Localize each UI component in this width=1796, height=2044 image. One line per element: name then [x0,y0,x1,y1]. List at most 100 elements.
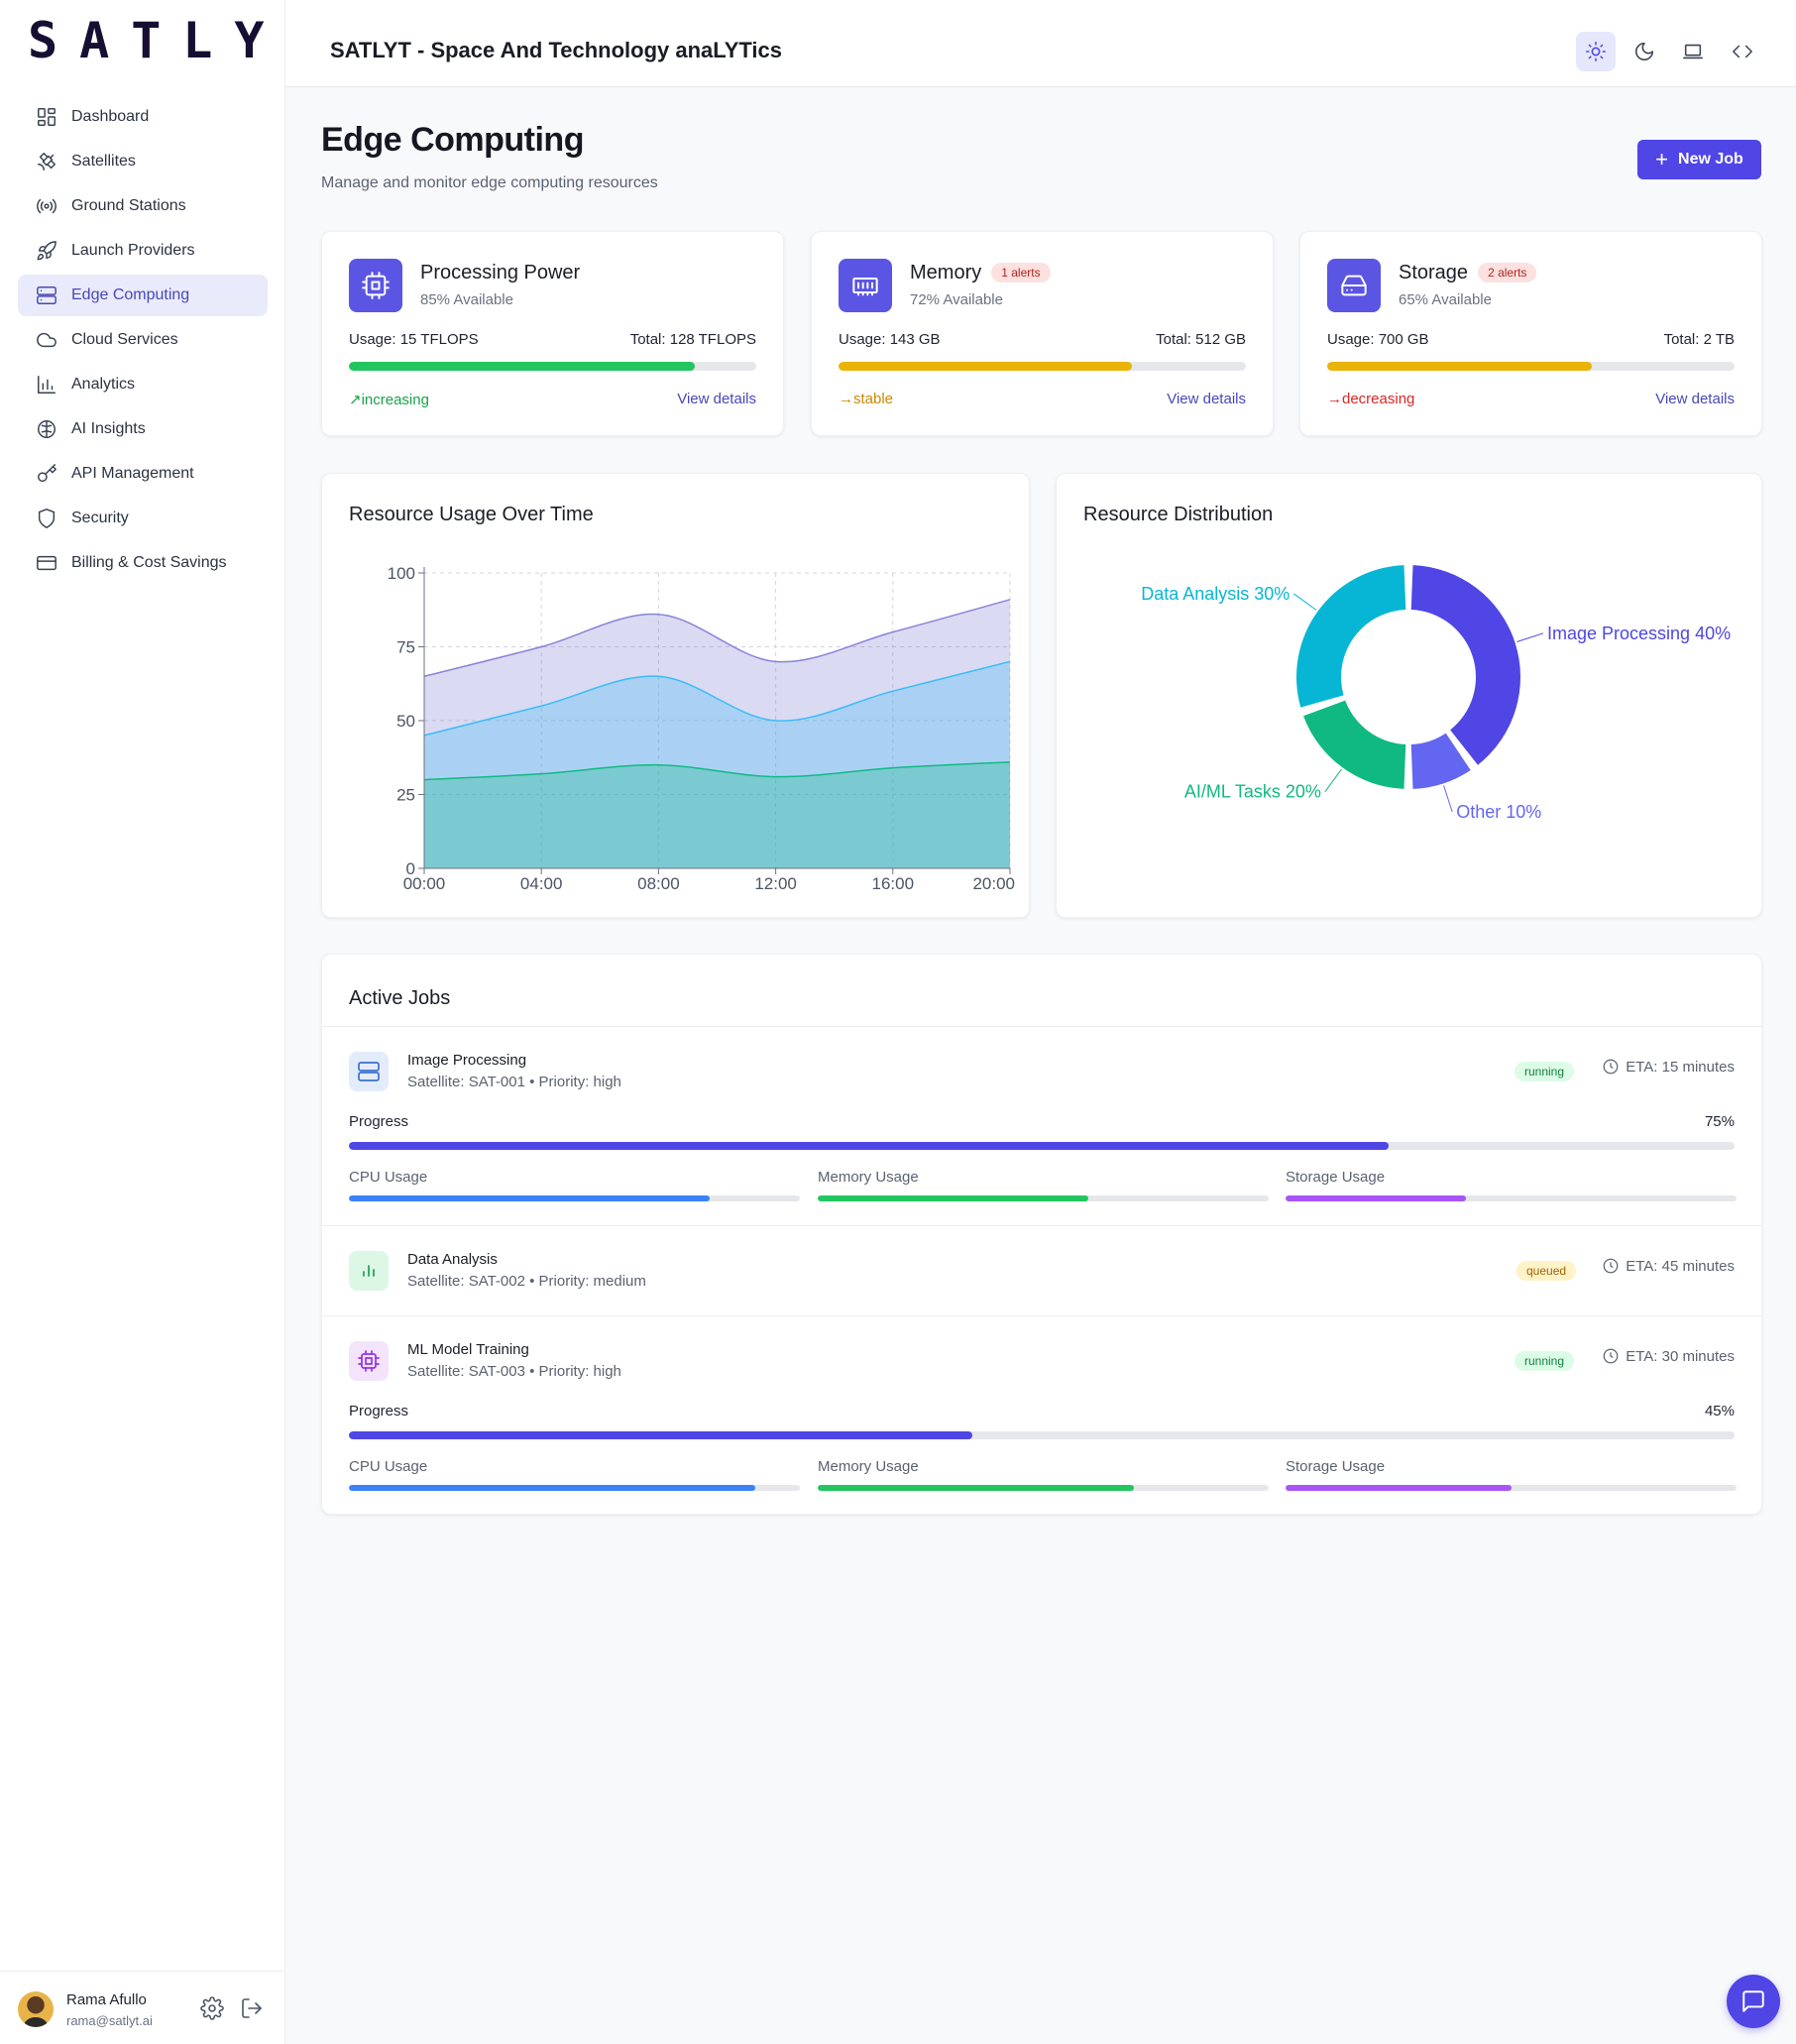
sidebar-nav: Dashboard Satellites Ground Stations Lau… [18,96,268,587]
series-line-2 [423,760,1011,781]
job-name[interactable]: ML Model Training [407,1341,529,1358]
hard-drive-icon [1327,259,1381,312]
cpu-icon [349,259,402,312]
key-icon [38,464,56,483]
trend-arrow-icon: → [1327,391,1342,407]
resource-total: Total: 2 TB [1663,331,1735,348]
sidebar-item-label: Edge Computing [71,286,190,303]
distribution-chart-card: Resource Distribution Image Processing 4… [1056,473,1762,918]
eta-text: ETA: 45 minutes [1626,1257,1735,1275]
usage-chart-card: Resource Usage Over Time 0 25 50 75 100 00:00… [321,473,1030,918]
x-tick-label: 16:00 [872,874,915,893]
trend-arrow-icon: ↗ [349,392,362,408]
resource-total: Total: 128 TFLOPS [629,331,756,348]
y-tick-label: 75 [396,638,415,657]
job-eta: ETA: 15 minutes [1602,1058,1735,1076]
divider [322,1315,1761,1316]
resource-availability: 72% Available [910,291,1003,308]
series-area-1 [424,661,1010,868]
sidebar-item-satellites[interactable]: Satellites [18,141,268,182]
view-details-link[interactable]: View details [1655,391,1735,407]
memory-usage-bar [818,1485,1269,1491]
pie-leader-line [1443,785,1453,813]
progress-value: 75% [1704,1113,1735,1130]
x-tick-label: 20:00 [972,874,1015,893]
alerts-badge: 2 alerts [1478,263,1537,283]
job-name[interactable]: Data Analysis [407,1251,498,1268]
view-details-link[interactable]: View details [1167,391,1246,407]
y-tick-label: 100 [388,564,415,583]
sidebar-item-analytics[interactable]: Analytics [18,364,268,405]
job-name[interactable]: Image Processing [407,1052,527,1069]
credit-card-icon [37,555,56,571]
user-name: Rama Afullo [66,1991,147,2008]
resource-bar-fill [839,362,1132,371]
job-meta: Satellite: SAT-001 • Priority: high [407,1074,621,1090]
resource-availability: 85% Available [420,291,513,308]
progress-bar-fill [349,1431,973,1439]
pie-data-label: AI/ML Tasks 20% [1184,782,1321,802]
satellite-icon [38,153,56,170]
status-badge: queued [1516,1261,1577,1281]
new-job-button[interactable]: + New Job [1637,140,1761,179]
pie-slice-2 [1303,700,1406,789]
sidebar-item-billing[interactable]: Billing & Cost Savings [18,542,268,584]
pie-leader-line [1324,768,1342,792]
sidebar-item-ground-stations[interactable]: Ground Stations [18,185,268,227]
area-chart: 0 25 50 75 100 00:00 04:00 08:00 12:00 16:00 20:00 [388,564,1015,893]
cpu-usage-bar [349,1485,800,1491]
x-tick-label: 12:00 [754,874,797,893]
laptop-icon [1683,44,1703,59]
chat-button[interactable] [1727,1975,1780,2028]
status-badge: running [1515,1351,1575,1371]
pie-slice-0 [1410,565,1520,765]
storage-usage-fill [1286,1195,1466,1201]
sidebar: SATLYT Dashboard Satellites Ground Stati… [0,0,316,2044]
brand-logo[interactable]: SATLYT [28,12,338,69]
logout-button[interactable] [240,1996,264,2020]
eta-text: ETA: 15 minutes [1626,1058,1735,1076]
resource-usage: Usage: 15 TFLOPS [349,331,479,348]
resource-bar [839,362,1246,371]
sidebar-item-label: Satellites [71,153,136,170]
series-line-0 [423,599,1011,678]
new-job-label: New Job [1678,151,1743,168]
system-theme-button[interactable] [1673,32,1713,71]
resource-usage: Usage: 700 GB [1327,331,1429,348]
developer-button[interactable] [1723,32,1762,71]
sidebar-item-dashboard[interactable]: Dashboard [18,96,268,138]
cpu-usage-fill [349,1485,755,1491]
server-icon [37,286,56,304]
sidebar-item-api-management[interactable]: API Management [18,453,268,495]
resource-name: Storage [1399,262,1469,284]
sidebar-item-ai-insights[interactable]: AI Insights [18,408,268,450]
cpu-usage-label: CPU Usage [349,1169,428,1186]
sidebar-item-launch-providers[interactable]: Launch Providers [18,230,268,272]
pie-slice-3 [1296,565,1406,708]
sidebar-item-cloud-services[interactable]: Cloud Services [18,319,268,361]
view-details-link[interactable]: View details [677,391,756,407]
pie-data-label: Other 10% [1456,802,1541,822]
light-theme-button[interactable] [1576,32,1616,71]
resource-name: Memory [910,262,982,284]
active-jobs-title: Active Jobs [349,987,451,1009]
eta-text: ETA: 30 minutes [1626,1347,1735,1365]
settings-button[interactable] [200,1996,224,2020]
y-tick-label: 50 [396,712,415,731]
resource-bar-fill [1327,362,1593,371]
status-badge: running [1515,1062,1575,1081]
radio-icon [37,198,56,214]
bar-chart-icon [38,376,56,394]
server-icon [349,1052,389,1091]
avatar[interactable] [18,1991,54,2027]
job-eta: ETA: 30 minutes [1602,1347,1735,1365]
y-tick-label: 25 [396,786,415,805]
resource-trend: ↗increasing [349,391,429,408]
code-icon [1733,45,1752,58]
sidebar-item-security[interactable]: Security [18,498,268,539]
sidebar-item-edge-computing[interactable]: Edge Computing [18,275,268,316]
job-meta: Satellite: SAT-002 • Priority: medium [407,1273,646,1290]
dark-theme-button[interactable] [1625,32,1664,71]
moon-icon [1635,42,1654,60]
sidebar-item-label: API Management [71,465,194,482]
